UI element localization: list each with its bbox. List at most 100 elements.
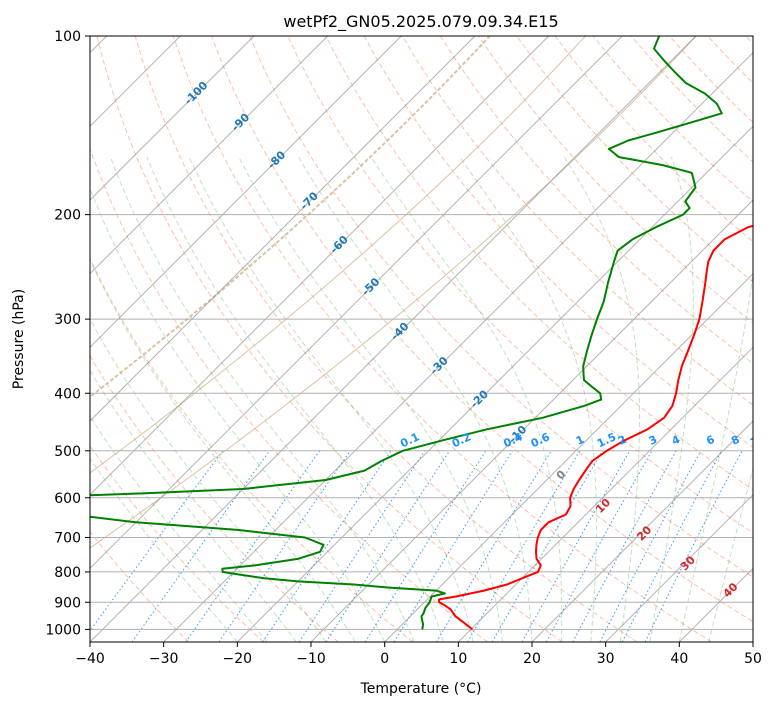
- dry-adiabat: [90, 257, 414, 642]
- dry-adiabat: [134, 36, 638, 642]
- mixing-ratio-line: [644, 450, 743, 642]
- mixing-ratio-line: [218, 450, 351, 642]
- dry-adiabat: [745, 36, 753, 45]
- mixing-ratio-line: [364, 450, 487, 642]
- mixing-ratio-label: 8: [729, 433, 741, 448]
- y-tick-label: 900: [54, 595, 81, 611]
- x-tick-label: −40: [75, 651, 105, 667]
- isotherm: [752, 641, 753, 642]
- y-tick-label: 400: [54, 386, 81, 402]
- x-tick-label: 20: [523, 651, 541, 667]
- mixing-ratio-label: 4: [670, 433, 683, 448]
- mixing-ratio-line: [435, 450, 552, 642]
- moist-adiabat: [298, 156, 533, 642]
- isotherm: [90, 36, 550, 496]
- mixing-ratio-line: [185, 450, 321, 642]
- x-tick-label: 50: [744, 651, 762, 667]
- isotherm: [678, 567, 753, 642]
- moist-adiabat: [110, 156, 415, 642]
- x-tick-label: −20: [223, 651, 253, 667]
- chart-title: wetPf2_GN05.2025.079.09.34.E15: [283, 12, 558, 32]
- x-tick-label: 40: [670, 651, 688, 667]
- mixing-ratio-label: 6: [704, 433, 717, 448]
- mixing-ratio-line: [262, 450, 392, 642]
- isotherm: [90, 36, 329, 275]
- mixing-ratio-label: 1.5: [595, 430, 618, 450]
- y-axis: 1000 900 800 700 600 500 400 300 200 100: [45, 29, 90, 638]
- isotherm: [90, 36, 402, 349]
- y-tick-label: 600: [54, 491, 81, 507]
- mixing-ratio-line: [298, 450, 426, 642]
- isotherm: [457, 346, 753, 642]
- mixing-ratio-line: [131, 450, 271, 642]
- mixing-ratio-label: 0.6: [529, 430, 552, 450]
- y-tick-label: 200: [54, 208, 81, 224]
- isotherm: [90, 36, 697, 642]
- mixing-ratio-line: [599, 450, 702, 642]
- dry-adiabat: [325, 36, 753, 491]
- isotherm: [236, 125, 753, 642]
- isotherm: [605, 493, 753, 642]
- dry-adiabat: [211, 36, 753, 623]
- moist-adiabat-label: 0: [554, 467, 569, 482]
- isotherm: [384, 272, 753, 642]
- y-axis-label: Pressure (hPa): [11, 289, 27, 389]
- moist-adiabat: [370, 156, 563, 642]
- y-tick-label: 700: [54, 531, 81, 547]
- dry-adiabat: [516, 36, 753, 283]
- moist-adiabat: [90, 457, 238, 642]
- y-tick-label: 800: [54, 565, 81, 581]
- isotherm-label: -30: [428, 354, 451, 377]
- moist-adiabat: [146, 156, 445, 642]
- mixing-ratio-line: [521, 450, 631, 642]
- plot-area: -100-90-80-70-60-50-40-30-20-100.1 0.2 0.4…: [90, 36, 768, 642]
- dry-adiabat: [439, 36, 753, 365]
- y-tick-label: 1000: [45, 622, 81, 638]
- x-tick-label: −10: [296, 651, 326, 667]
- isotherm: [90, 36, 255, 201]
- mixing-ratio-label: 3: [647, 433, 659, 448]
- mixing-ratio-line: [90, 450, 224, 632]
- moist-adiabat-label: 20: [634, 523, 654, 543]
- dry-adiabat: [478, 36, 753, 324]
- mixing-ratio-line: [325, 450, 451, 642]
- isotherm: [163, 51, 753, 642]
- mixing-ratio-line: [545, 450, 653, 642]
- isotherm: [310, 199, 753, 642]
- mixing-ratio-label: 1: [574, 433, 586, 448]
- moist-adiabat: [90, 369, 297, 642]
- dry-adiabat: [592, 36, 753, 203]
- y-tick-label: 100: [54, 29, 81, 45]
- dewpoint-line: [90, 36, 723, 630]
- isotherm: [90, 36, 623, 570]
- moist-adiabat: [90, 258, 356, 642]
- moist-adiabat: [459, 156, 597, 642]
- y-tick-label: 300: [54, 312, 81, 328]
- dry-adiabat: [249, 36, 753, 578]
- temperature-line: [438, 224, 753, 631]
- reference-arc: [90, 36, 586, 474]
- dry-adiabat: [90, 444, 264, 642]
- mixing-ratio-line: [572, 450, 677, 642]
- reference-arc: [90, 36, 491, 399]
- dry-adiabat: [669, 36, 753, 124]
- x-axis-label: Temperature (°C): [360, 681, 482, 697]
- dry-adiabat: [96, 36, 563, 642]
- y-tick-label: 500: [54, 444, 81, 460]
- x-tick-label: −30: [149, 651, 179, 667]
- dry-adiabat: [707, 36, 753, 84]
- reference-arc: [90, 36, 697, 549]
- dry-adiabat: [401, 36, 753, 406]
- dry-adiabat: [90, 530, 190, 642]
- isotherm: [90, 36, 476, 422]
- x-tick-label: 10: [449, 651, 467, 667]
- x-axis: −40 −30 −20 −10 0 10 20 30 40 50: [75, 642, 762, 667]
- dry-adiabat: [90, 147, 488, 642]
- plot-frame: [89, 35, 754, 643]
- x-tick-label: 30: [597, 651, 615, 667]
- mixing-ratio-label: 10: [748, 431, 768, 449]
- x-tick-label: 0: [380, 651, 389, 667]
- dry-adiabat: [172, 36, 712, 642]
- isotherm: [531, 420, 753, 642]
